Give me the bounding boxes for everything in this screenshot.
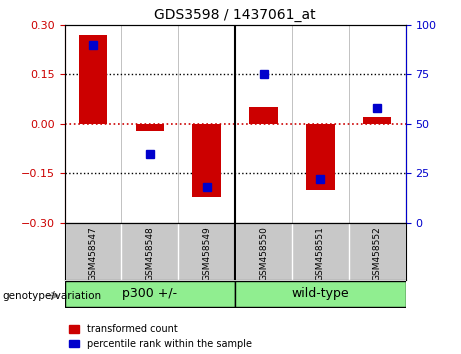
- Text: GSM458549: GSM458549: [202, 226, 211, 281]
- Text: GSM458547: GSM458547: [89, 226, 97, 281]
- Title: GDS3598 / 1437061_at: GDS3598 / 1437061_at: [154, 8, 316, 22]
- FancyBboxPatch shape: [65, 281, 235, 307]
- Text: wild-type: wild-type: [291, 287, 349, 300]
- Bar: [193, 124, 221, 196]
- Text: GSM458550: GSM458550: [259, 226, 268, 281]
- Text: GSM458551: GSM458551: [316, 226, 325, 281]
- Text: GSM458548: GSM458548: [145, 226, 154, 281]
- Bar: [249, 107, 278, 124]
- Bar: [136, 124, 164, 131]
- Text: GSM458552: GSM458552: [373, 226, 382, 281]
- Text: genotype/variation: genotype/variation: [2, 291, 101, 301]
- Bar: [306, 124, 335, 190]
- Legend: transformed count, percentile rank within the sample: transformed count, percentile rank withi…: [70, 324, 252, 349]
- Text: p300 +/-: p300 +/-: [122, 287, 177, 300]
- Bar: [363, 117, 391, 124]
- Bar: [79, 35, 107, 124]
- FancyBboxPatch shape: [235, 281, 406, 307]
